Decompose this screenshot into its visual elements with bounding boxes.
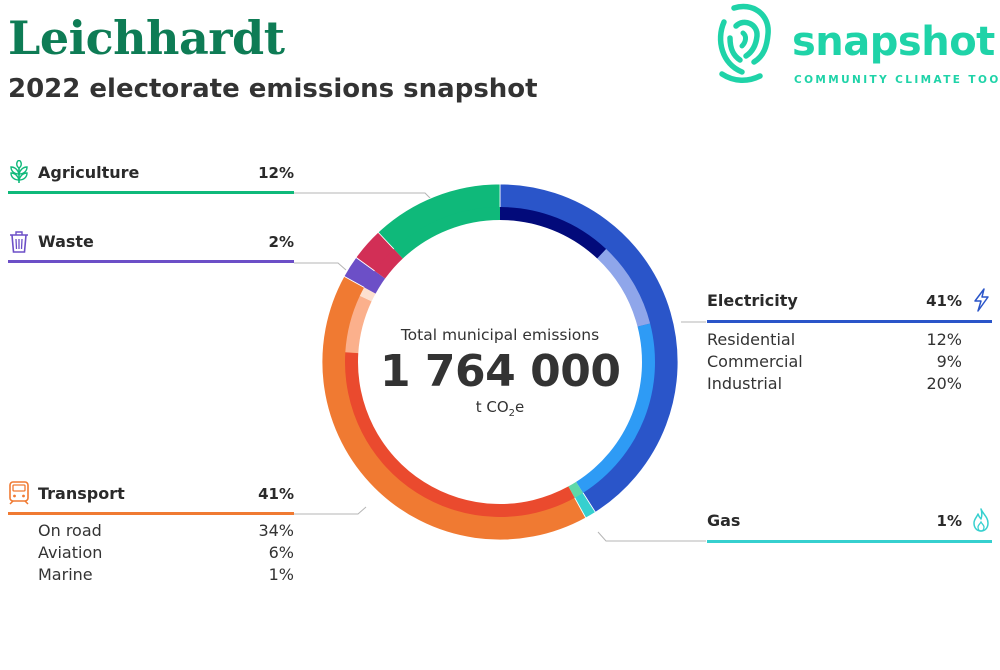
- transport-sub-value: 6%: [268, 543, 294, 562]
- fingerprint-swirl-icon: [717, 3, 771, 83]
- flame-icon: [973, 508, 989, 532]
- agriculture-label: Agriculture: [38, 163, 140, 182]
- transport-sub-label: On road: [38, 521, 102, 540]
- snapshot-logo[interactable]: snapshot COMMUNITY CLIMATE TOOL: [712, 0, 1000, 90]
- donut-segment-transport[interactable]: [321, 275, 587, 541]
- gas-label: Gas: [707, 511, 741, 530]
- transport-sub-label: Aviation: [38, 543, 103, 562]
- donut-subsegment-other: [374, 249, 403, 279]
- list-item: Marine 1%: [38, 564, 294, 586]
- transport-sub-label: Marine: [38, 565, 93, 584]
- electricity-sub-value: 9%: [936, 352, 962, 371]
- waste-rule: [8, 260, 294, 263]
- waste-label: Waste: [38, 232, 94, 251]
- category-waste[interactable]: Waste 2%: [8, 229, 294, 265]
- transport-sub-value: 34%: [258, 521, 294, 540]
- leader-line-transport: [294, 506, 367, 515]
- donut-subsegment-aviation: [345, 296, 372, 354]
- chart-center-summary: Total municipal emissions 1 764 000 t CO…: [380, 324, 621, 423]
- leader-lines: [294, 192, 706, 542]
- unit-prefix: t CO: [475, 398, 509, 416]
- category-electricity[interactable]: Electricity 41% Residential 12% Commerci…: [707, 288, 992, 398]
- leader-line-agriculture: [294, 192, 433, 201]
- gas-rule: [707, 540, 992, 543]
- list-item: Residential 12%: [707, 329, 962, 351]
- electricity-breakdown: Residential 12% Commercial 9% Industrial…: [707, 329, 962, 395]
- donut-subsegment-on-road: [345, 352, 575, 517]
- sprout-icon: [10, 160, 28, 183]
- waste-percent: 2%: [268, 233, 294, 251]
- electricity-sub-label: Industrial: [707, 374, 783, 393]
- unit-subscript: 2: [508, 408, 516, 419]
- leader-line-waste: [294, 262, 347, 271]
- page-subtitle: 2022 electorate emissions snapshot: [8, 74, 538, 104]
- list-item: Industrial 20%: [707, 373, 962, 395]
- total-emissions-label: Total municipal emissions: [400, 326, 600, 344]
- electricity-sub-label: Commercial: [707, 352, 803, 371]
- donut-subsegment-gas: [568, 481, 584, 498]
- transport-label: Transport: [38, 484, 125, 503]
- category-agriculture[interactable]: Agriculture 12%: [8, 160, 294, 196]
- transport-breakdown: On road 34% Aviation 6% Marine 1%: [38, 520, 294, 586]
- transport-percent: 41%: [258, 485, 294, 503]
- donut-inner-ring: [345, 207, 655, 517]
- gas-percent: 1%: [936, 512, 962, 530]
- transport-rule: [8, 512, 294, 515]
- electricity-rule: [707, 320, 992, 323]
- donut-subsegment-waste: [364, 270, 386, 294]
- transport-sub-value: 1%: [268, 565, 294, 584]
- donut-subsegment-marine: [359, 287, 376, 302]
- agriculture-percent: 12%: [258, 164, 294, 182]
- donut-subsegment-agriculture: [393, 207, 500, 259]
- electricity-percent: 41%: [926, 292, 962, 310]
- donut-subsegment-industrial: [576, 323, 655, 493]
- logo-tagline: COMMUNITY CLIMATE TOOL: [794, 74, 1000, 86]
- electricity-label: Electricity: [707, 291, 798, 310]
- total-emissions-value: 1 764 000: [380, 346, 621, 397]
- agriculture-rule: [8, 191, 294, 194]
- electricity-sub-value: 20%: [926, 374, 962, 393]
- page-title: Leichhardt: [8, 11, 285, 65]
- donut-subsegment-residential: [500, 207, 607, 259]
- train-icon: [9, 481, 29, 505]
- category-transport[interactable]: Transport 41% On road 34% Aviation 6% Ma…: [8, 481, 294, 591]
- lightning-icon: [974, 288, 989, 312]
- list-item: On road 34%: [38, 520, 294, 542]
- list-item: Commercial 9%: [707, 351, 962, 373]
- trash-bin-icon: [10, 231, 28, 253]
- electricity-sub-value: 12%: [926, 330, 962, 349]
- category-gas[interactable]: Gas 1%: [707, 508, 992, 548]
- logo-wordmark: snapshot: [792, 19, 995, 65]
- total-emissions-unit: t CO2e: [380, 398, 620, 423]
- donut-subsegment-commercial: [597, 249, 651, 327]
- list-item: Aviation 6%: [38, 542, 294, 564]
- electricity-sub-label: Residential: [707, 330, 796, 349]
- leader-line-gas: [597, 531, 706, 542]
- unit-suffix: e: [515, 398, 525, 416]
